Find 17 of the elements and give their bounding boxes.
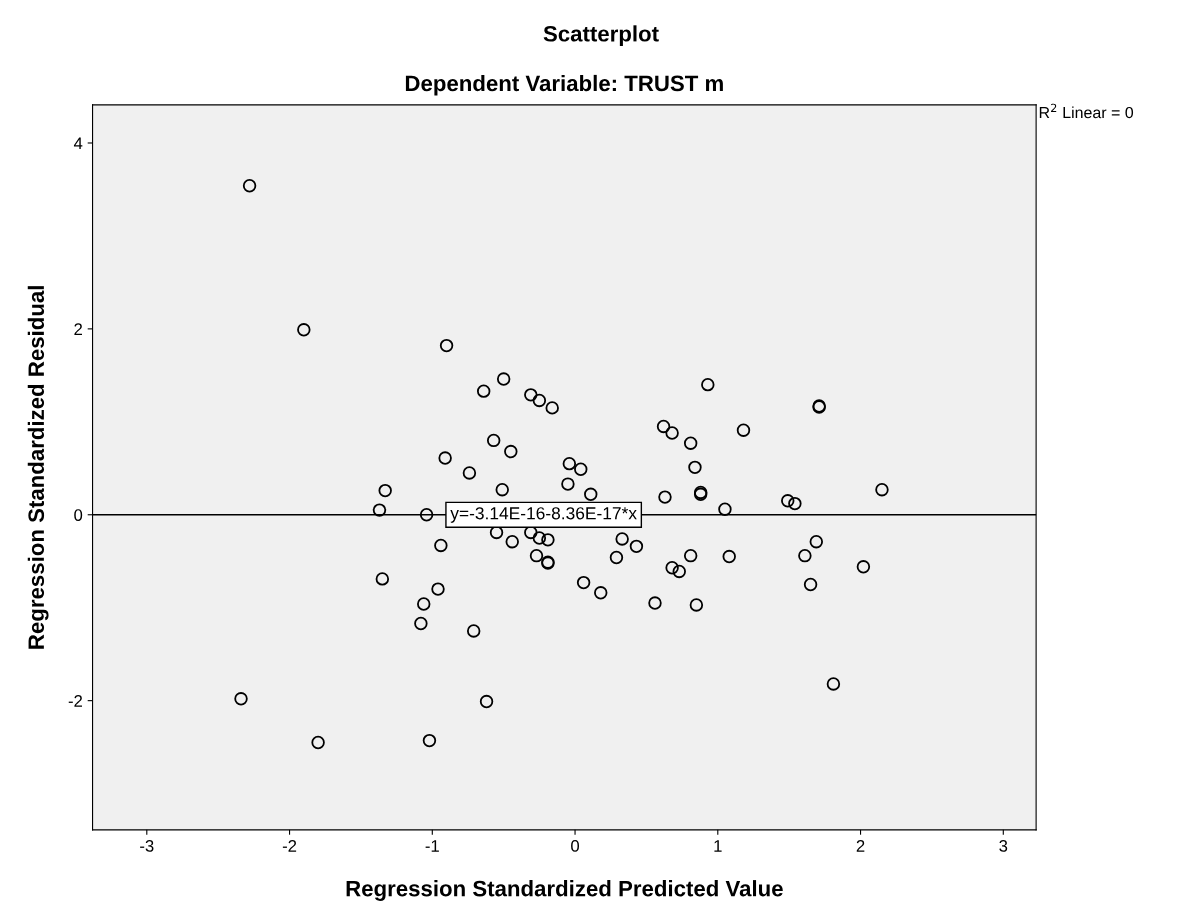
x-tick-label: 0 <box>571 840 580 852</box>
y-tick-label: 4 <box>73 137 83 150</box>
y-tick-label: 0 <box>74 509 83 521</box>
x-tick-label: -3 <box>140 840 154 852</box>
chart-subtitle: Dependent Variable: TRUST m <box>405 74 723 96</box>
x-tick-label: -1 <box>425 840 439 852</box>
y-axis-title: Regression Standardized Residual <box>27 286 49 649</box>
x-tick-label: 3 <box>999 840 1008 852</box>
x-tick-label: -2 <box>282 840 297 852</box>
y-tick-label: 2 <box>74 323 82 335</box>
y-tick-label: -2 <box>68 695 82 707</box>
chart-title: Scatterplot <box>543 25 659 47</box>
text: R$^{2}$ Linear = 0 <box>1039 103 1134 119</box>
x-axis-title: Regression Standardized Predicted Value <box>346 880 783 901</box>
x-tick-label: 1 <box>714 840 722 852</box>
x-tick-label: 2 <box>856 840 865 852</box>
annotation: y=-3.14E-16-8.36E-17*x <box>450 507 637 523</box>
